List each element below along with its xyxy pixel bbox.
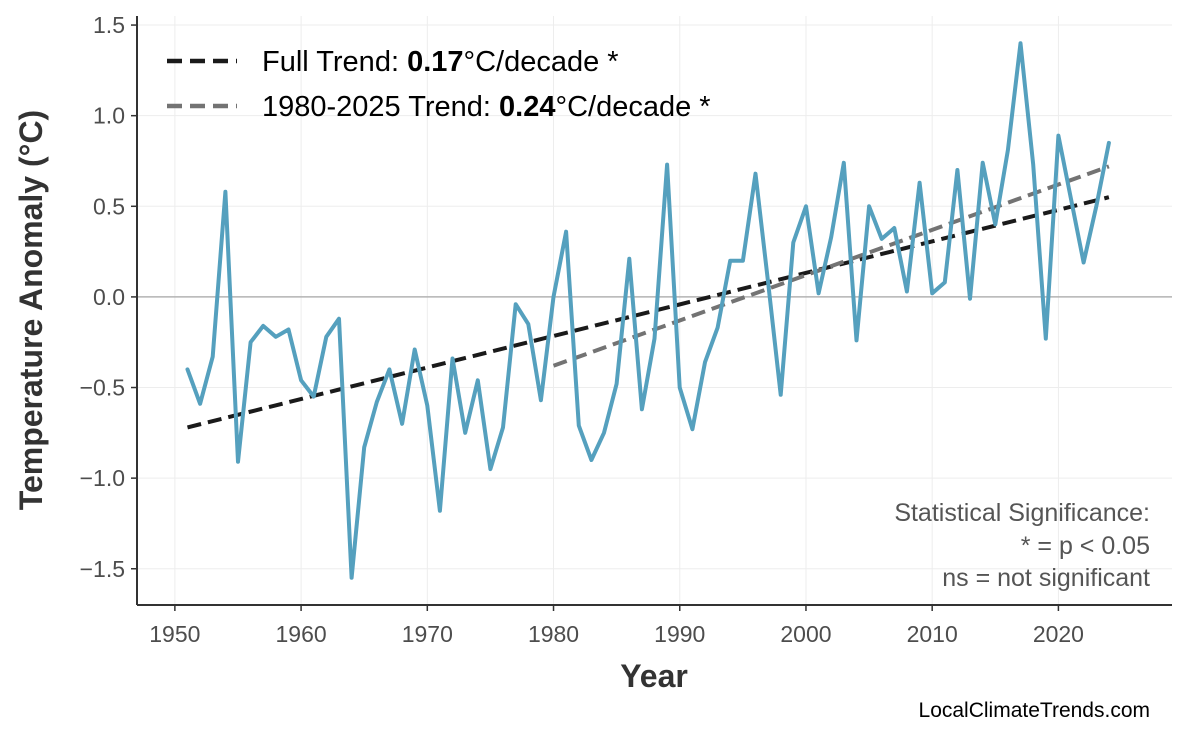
x-tick-label: 1950 (149, 621, 200, 647)
x-tick-label: 1990 (654, 621, 705, 647)
legend-label-value: 0.17 (407, 46, 463, 78)
y-tick-label: 0.5 (93, 193, 125, 219)
legend-label-prefix: 1980-2025 Trend: (262, 91, 499, 123)
y-tick-label: 1.5 (93, 12, 125, 38)
significance-note-line: Statistical Significance: (894, 499, 1150, 527)
trend-line (187, 195, 1110, 430)
x-axis-title: Year (620, 658, 688, 694)
x-tick-label: 2010 (907, 621, 958, 647)
x-tick-label: 2000 (780, 621, 831, 647)
x-tick-label: 2020 (1033, 621, 1084, 647)
ticks: 1950 1960 1970 1980 1990 2000 2010 2020 1.5 1.0 0.… (80, 12, 1084, 647)
axes (136, 16, 1172, 606)
legend-label: Full Trend: 0.17°C/decade * (262, 46, 619, 78)
significance-note-line: * = p < 0.05 (1021, 532, 1150, 560)
y-tick-label: −0.5 (80, 375, 125, 401)
x-tick-label: 1970 (402, 621, 453, 647)
trend-line (552, 164, 1110, 368)
legend-label-prefix: Full Trend: (262, 46, 407, 78)
y-tick-label: 1.0 (93, 103, 125, 129)
y-tick-label: −1.5 (80, 556, 125, 582)
source-credit: LocalClimateTrends.com (919, 699, 1150, 722)
legend-label: 1980-2025 Trend: 0.24°C/decade * (262, 91, 711, 123)
series (185, 41, 1111, 580)
legend-label-value: 0.24 (499, 91, 555, 123)
legend: Full Trend: 0.17°C/decade *1980-2025 Tre… (167, 46, 711, 123)
y-axis-title: Temperature Anomaly (°C) (13, 110, 49, 510)
y-tick-label: −1.0 (80, 465, 125, 491)
anomaly-series-line (185, 41, 1111, 580)
legend-label-suffix: °C/decade * (555, 91, 710, 123)
significance-note-line: ns = not significant (942, 564, 1150, 592)
y-tick-label: 0.0 (93, 284, 125, 310)
x-tick-label: 1960 (275, 621, 326, 647)
x-tick-label: 1980 (528, 621, 579, 647)
significance-note: Statistical Significance: * = p < 0.05 n… (894, 499, 1150, 592)
legend-label-suffix: °C/decade * (464, 46, 619, 78)
